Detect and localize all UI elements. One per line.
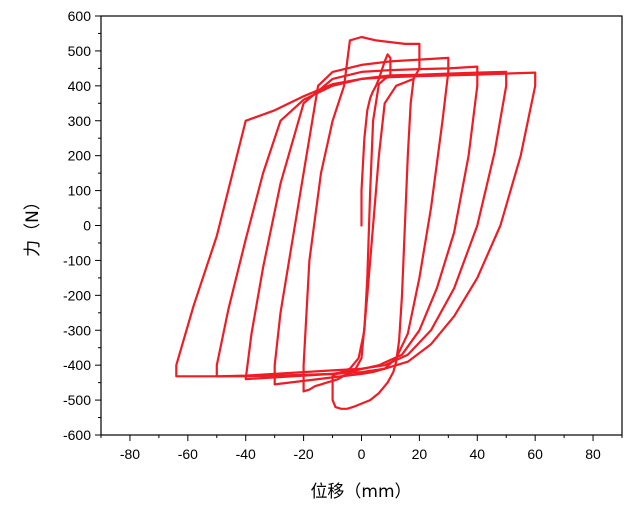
hysteresis-loop-4	[244, 65, 479, 381]
x-tick-label: -40	[236, 446, 256, 462]
y-tick-labels: 600 500 400 300 200 100 0 -100 -200 -300 -400 -500 -…	[63, 8, 91, 443]
x-tick-label: 60	[527, 446, 543, 462]
x-tick-label: -80	[120, 446, 140, 462]
x-tick-label: 80	[585, 446, 601, 462]
x-tick-label: 20	[412, 446, 428, 462]
x-tick-label: -60	[178, 446, 198, 462]
y-tick-label: 400	[68, 78, 92, 94]
x-tick-labels: -80 -60 -40 -20 0 20 40 60 80	[120, 446, 601, 462]
x-tick-label: -20	[293, 446, 313, 462]
y-tick-label: -100	[63, 252, 91, 268]
hysteresis-loop-1	[331, 53, 415, 410]
y-tick-label: -300	[63, 322, 91, 338]
y-tick-label: 0	[83, 218, 91, 234]
x-tick-label: 0	[358, 446, 366, 462]
y-tick-label: -400	[63, 357, 91, 373]
x-axis-title: 位移（mm）	[310, 482, 411, 502]
y-tick-label: 100	[68, 183, 92, 199]
y-tick-label: -600	[63, 427, 91, 443]
y-tick-label: 300	[68, 113, 92, 129]
y-axis-title: 力（N）	[23, 193, 43, 257]
x-tick-label: 40	[469, 446, 485, 462]
y-tick-label: -500	[63, 392, 91, 408]
hysteresis-curves	[175, 35, 537, 410]
plot-frame	[100, 15, 623, 436]
hysteresis-loop-6	[175, 71, 537, 378]
y-tick-label: 500	[68, 43, 92, 59]
hysteresis-loop-5	[215, 70, 508, 378]
y-tick-label: 200	[68, 148, 92, 164]
y-tick-label: 600	[68, 8, 92, 24]
y-tick-label: -200	[63, 287, 91, 303]
